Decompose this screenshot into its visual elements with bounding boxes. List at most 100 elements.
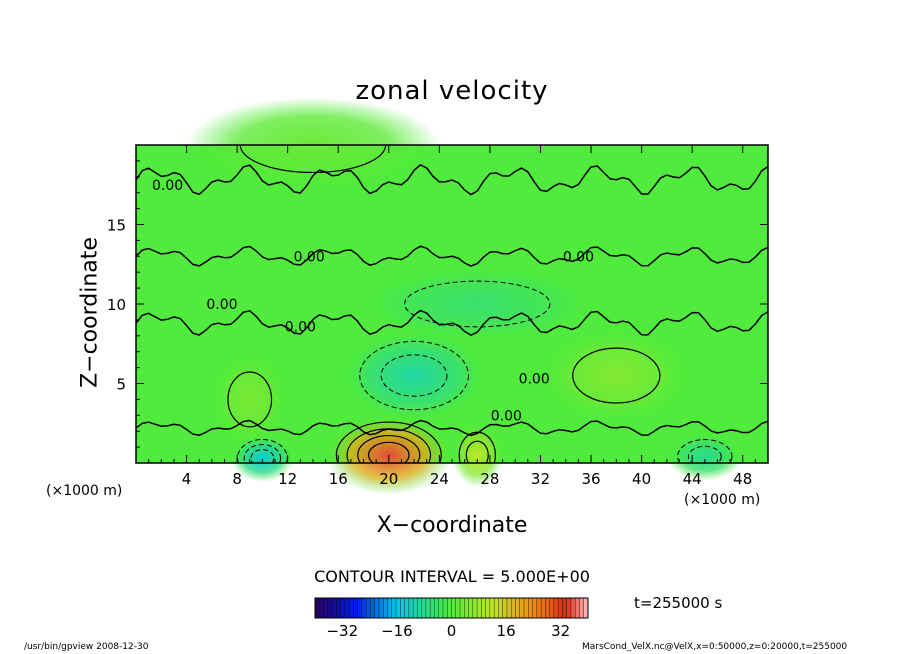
- contour-line: [572, 347, 661, 404]
- x-tick-label: 40: [632, 470, 651, 488]
- colorbar-cell: [519, 598, 525, 618]
- colorbar-cell: [391, 598, 397, 618]
- x-tick-label: 20: [379, 470, 398, 488]
- contour-label: 0.00: [206, 297, 237, 313]
- colorbar-cell: [408, 598, 414, 618]
- colorbar-cell: [378, 598, 384, 618]
- colorbar-cell: [425, 598, 431, 618]
- colorbar-cell: [468, 598, 474, 618]
- contour-line: [687, 445, 722, 463]
- colorbar-cell: [442, 598, 448, 618]
- colorbar-cell: [506, 598, 512, 618]
- x-tick-label: 44: [683, 470, 702, 488]
- contour-line: [677, 439, 733, 463]
- colorbar-cell: [374, 598, 380, 618]
- x-tick-label: 32: [531, 470, 550, 488]
- colorbar-tick-label: 0: [447, 622, 457, 640]
- colorbar-cell: [434, 598, 440, 618]
- colorbar-cell: [349, 598, 354, 618]
- zero-contour: [136, 164, 768, 196]
- colorbar-cell: [498, 598, 504, 618]
- zero-contour: [136, 419, 768, 437]
- colorbar-cell: [417, 598, 423, 618]
- x-axis-label: X−coordinate: [376, 513, 528, 538]
- colorbar-cell: [455, 598, 461, 618]
- colorbar-cell: [332, 598, 337, 618]
- x-tick-label: 8: [232, 470, 242, 488]
- colorbar-cell: [549, 598, 555, 618]
- field-feature: [350, 264, 604, 344]
- colorbar-cell: [327, 598, 333, 618]
- contour-line: [465, 440, 489, 463]
- contour-line: [357, 434, 421, 463]
- x-tick-label: 24: [430, 470, 449, 488]
- colorbar-cell: [579, 598, 585, 618]
- colorbar-cell: [532, 598, 538, 618]
- footer-right: MarsCond_VelX.nc@VelX,x=0:50000,z=0:2000…: [582, 642, 848, 652]
- colorbar-cell: [570, 598, 576, 618]
- colorbar-cell: [404, 598, 410, 618]
- colorbar-cell: [353, 598, 359, 618]
- contour-line: [404, 280, 551, 328]
- colorbar-cell: [323, 598, 329, 618]
- colorbar-cell: [366, 598, 371, 618]
- colorbar-tick-label: 32: [551, 622, 570, 640]
- field-feature: [211, 351, 288, 448]
- x-tick-label: 4: [182, 470, 192, 488]
- chart-title: zonal velocity: [355, 76, 549, 106]
- colorbar-cell: [464, 598, 470, 618]
- colorbar-cell: [515, 598, 521, 618]
- x-tick-label: 36: [581, 470, 600, 488]
- contour-label: 0.00: [519, 372, 550, 388]
- contour-interval-text: CONTOUR INTERVAL = 5.000E+00: [314, 567, 590, 586]
- x-unit-left: (×1000 m): [46, 483, 123, 499]
- contour-label: 0.00: [152, 178, 183, 194]
- colorbar-cell: [438, 598, 444, 618]
- field-feature: [666, 432, 743, 481]
- contour-label: 0.00: [563, 249, 594, 265]
- colorbar-tick-label: 16: [497, 622, 516, 640]
- colorbar-cell: [472, 598, 478, 618]
- colorbar-tick-label: −32: [326, 622, 358, 640]
- x-tick-label: 16: [329, 470, 348, 488]
- colorbar-cell: [494, 598, 499, 618]
- colorbar-cell: [511, 598, 516, 618]
- colorbar-frame: [314, 597, 589, 619]
- colorbar-cell: [524, 598, 529, 618]
- colorbar-cell: [489, 598, 495, 618]
- colorbar-cell: [447, 598, 452, 618]
- colorbar-cell: [566, 598, 572, 618]
- colorbar-cell: [336, 598, 342, 618]
- contour-line: [250, 449, 275, 463]
- colorbar-cell: [502, 598, 508, 618]
- contour-line: [458, 431, 496, 463]
- y-tick-label: 5: [116, 376, 126, 394]
- zero-contour: [136, 309, 768, 337]
- colorbar-cell: [460, 598, 465, 618]
- x-unit-right: (×1000 m): [684, 492, 761, 508]
- colorbar: −32 −16 0 16 32: [314, 597, 589, 640]
- x-tick-label: 28: [480, 470, 499, 488]
- colorbar-cell: [413, 598, 418, 618]
- contour-line: [335, 421, 442, 463]
- y-axis-label: Z−coordinate: [77, 237, 103, 388]
- colorbar-cell: [528, 598, 534, 618]
- colorbar-cell: [553, 598, 559, 618]
- colorbar-cell: [396, 598, 401, 618]
- colorbar-cell: [541, 598, 546, 618]
- heatmap-field: [136, 97, 768, 495]
- colorbar-cell: [370, 598, 376, 618]
- contour-label: 0.00: [491, 408, 522, 424]
- colorbar-cell: [485, 598, 491, 618]
- y-tick-label: 15: [107, 217, 126, 235]
- contour-line: [243, 444, 282, 463]
- colorbar-cell: [430, 598, 435, 618]
- colorbar-cell: [340, 598, 346, 618]
- field-feature: [338, 327, 490, 424]
- colorbar-cell: [558, 598, 563, 618]
- zero-contour: [136, 245, 768, 267]
- contour-line: [380, 354, 448, 397]
- colorbar-cell: [536, 598, 542, 618]
